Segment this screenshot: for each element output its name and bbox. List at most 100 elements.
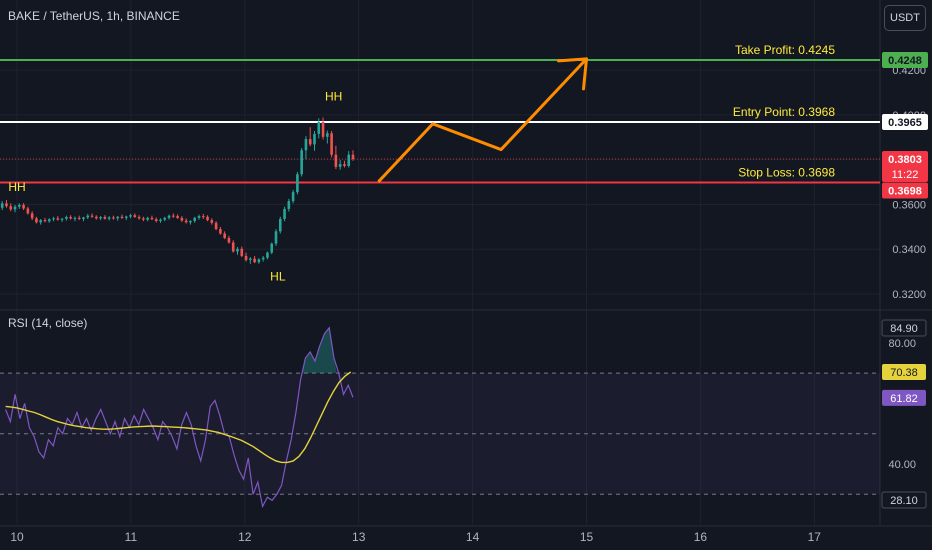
candle [193,216,197,223]
candle [184,218,188,224]
candle [82,216,85,222]
candle-body [39,220,42,223]
candle-body [334,154,338,167]
candle-body [176,216,179,218]
candle [172,213,175,218]
date-tick-label: 17 [808,530,822,544]
date-tick-label: 11 [125,530,138,544]
candle-body [5,203,8,207]
current-price-badge: 0.3803 [888,154,922,166]
candle-body [60,218,64,220]
candle-body [133,215,137,217]
rsi-overbought-fill [302,327,337,374]
candle [236,246,239,255]
take_profit-annotation: Take Profit: 0.4245 [735,43,835,57]
candle-body [274,231,278,244]
candle [338,160,342,170]
candle [56,216,60,221]
candle [137,215,141,220]
date-tick-label: 15 [580,530,594,544]
candle [330,130,333,158]
candle [351,150,355,161]
candle-body [26,208,30,214]
candle-body [296,174,299,193]
candle-body [43,220,47,222]
candle [43,217,47,223]
candle-body [167,215,171,218]
candle [249,257,252,264]
candle [13,204,17,213]
rsi-line [5,326,354,509]
candle-body [317,122,321,134]
candle [278,216,282,234]
candle-body [253,258,256,263]
candle-body [210,220,214,223]
candle-body [0,203,4,208]
candle [146,216,149,222]
candle-body [189,221,192,223]
candle [227,235,231,244]
candle [69,215,72,220]
candle-body [77,217,81,220]
candle [317,118,321,139]
candle [347,151,351,168]
candle-body [313,133,316,145]
candle [133,213,137,218]
candle [189,220,192,225]
currency-button[interactable]: USDT [884,5,926,31]
candle-body [163,217,167,220]
rsi-badge: 84.90 [890,323,918,335]
candle-body [197,216,201,218]
candle [86,213,90,220]
candle-body [99,216,102,219]
candle [210,218,214,225]
rsi-tick-label: 40.00 [888,459,916,471]
rsi-badge-bg [881,491,927,509]
candle [35,216,38,224]
candle [65,215,68,221]
swing-label-hl: HL [270,270,286,284]
candle [231,240,235,253]
candle [261,255,265,262]
entry-badge-bg [882,114,928,131]
candle [253,255,256,264]
candle-body [142,218,145,220]
candle-body [82,217,85,220]
date-tick-label: 16 [694,530,708,544]
candle-body [338,164,342,167]
candle [77,215,81,221]
projection-arrowhead [557,57,588,91]
candle-body [172,215,175,217]
candle-body [124,216,128,218]
candle [214,221,218,231]
candle-body [227,238,231,243]
candle-body [343,164,346,166]
candle [154,217,158,223]
rsi-title: RSI (14, close) [8,316,88,330]
candle-body [347,154,351,166]
candle [60,217,64,222]
candle-body [120,216,124,218]
candle-body [308,139,312,145]
date-tick-label: 12 [238,530,252,544]
candle-body [30,213,34,219]
candle [112,215,115,220]
candle-body [9,206,13,210]
candle-body [326,133,329,137]
candle [150,215,154,221]
price-tick-label: 0.3200 [892,289,926,301]
candle [240,246,244,258]
candle [95,215,98,220]
symbol-title: BAKE / TetherUS, 1h, BINANCE [8,9,180,23]
candle-body [236,248,239,252]
price-tick-label: 0.4200 [892,65,926,77]
candle [120,214,124,220]
candle [219,226,222,235]
candle-body [137,216,141,219]
candle-body [278,219,282,232]
candle [244,252,248,262]
candle-body [129,215,132,217]
stop_loss-badge: 0.3698 [888,186,922,198]
candle-body [219,229,222,234]
